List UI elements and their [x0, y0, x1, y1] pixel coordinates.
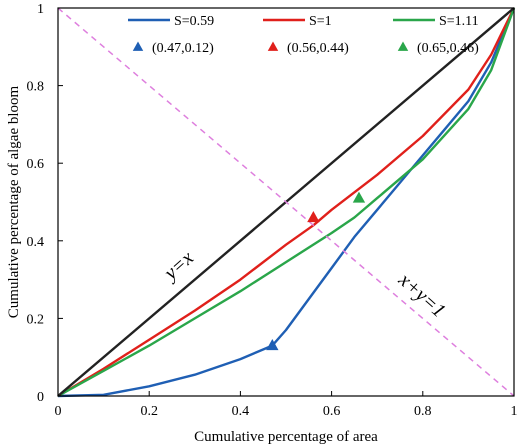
x-tick-label: 0.4 — [232, 404, 250, 419]
y-tick-label: 0.6 — [27, 157, 45, 172]
x-tick-label: 0.6 — [323, 404, 341, 419]
legend: S=0.59 S=1 S=1.11 (0.47,0.12) (0.56,0.44) (0.… — [128, 14, 479, 56]
legend-series-label: S=1 — [309, 14, 332, 29]
series-line-s-0-59 — [57, 7, 516, 398]
plot-area-frame — [57, 7, 515, 397]
legend-marker-label: (0.47,0.12) — [152, 41, 214, 56]
y-tick-label: 0.8 — [27, 80, 45, 95]
data-point-marker-1 — [266, 339, 279, 351]
x-axis-title: Cumulative percentage of area — [194, 429, 378, 445]
legend-marker-swatch — [132, 41, 144, 51]
y-tick-label: 1 — [37, 2, 44, 17]
legend-series-label: S=0.59 — [174, 14, 214, 29]
x-tick-label: 0.8 — [414, 404, 432, 419]
series-line-s-1-11 — [57, 7, 516, 398]
y-axis-title: Cumulative percentage of algae bloom — [6, 85, 22, 318]
legend-marker-label: (0.56,0.44) — [287, 41, 349, 56]
y-tick-label: 0.2 — [27, 312, 45, 327]
series-line-x-plus-y-1 — [57, 7, 515, 397]
x-tick-label: 0 — [55, 404, 62, 419]
data-point-marker-3 — [352, 191, 366, 203]
annotation-y-equals-x: y=x — [159, 247, 199, 286]
legend-series-label: S=1.11 — [439, 14, 479, 29]
data-point-marker-2 — [307, 211, 320, 223]
x-tick-label: 1 — [511, 404, 518, 419]
legend-marker-swatch — [267, 41, 279, 51]
legend-marker-label: (0.65,0.46) — [417, 41, 479, 56]
annotation-x-plus-y-equals-1: x+y=1 — [394, 268, 450, 322]
y-tick-label: 0.4 — [27, 235, 45, 250]
x-tick-label: 0.2 — [140, 404, 158, 419]
y-tick-label: 0 — [37, 390, 44, 405]
legend-marker-swatch — [397, 41, 409, 51]
